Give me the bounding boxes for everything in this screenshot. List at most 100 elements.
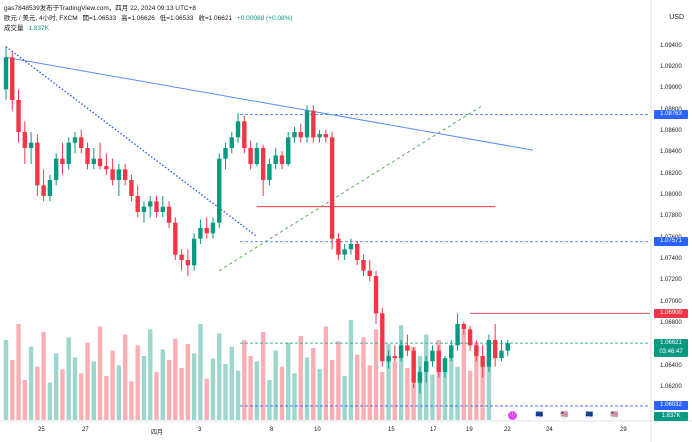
candle-body	[242, 121, 247, 148]
volume-bar	[191, 353, 197, 420]
price-tick-label: 1.06200	[660, 384, 682, 390]
price-tick-label: 1.08400	[660, 149, 682, 156]
candle-body	[392, 356, 398, 359]
volume-bar	[204, 378, 209, 420]
time-tick-label: 24	[546, 427, 553, 433]
volume-bar	[467, 370, 473, 420]
candle-body	[373, 276, 379, 314]
candle-body	[41, 185, 46, 196]
price-label-text: 1.837K	[661, 412, 681, 419]
time-tick-label: 3	[198, 427, 202, 433]
volume-bar	[53, 353, 59, 420]
candle-body	[254, 148, 260, 164]
candle-body	[179, 254, 184, 260]
change-value: +0.00088 (+0.08%)	[236, 15, 293, 22]
volume-bar	[461, 330, 467, 420]
candle-body	[97, 158, 103, 167]
economic-event-icon[interactable]: 🇪🇺	[585, 411, 594, 420]
volume-bar	[16, 324, 21, 420]
volume-bar	[160, 349, 165, 420]
price-tick-label: 1.06800	[660, 320, 682, 326]
symbol-label[interactable]: 欧元 / 美元, 4小时, FXCM	[4, 15, 78, 22]
candle-body	[361, 260, 366, 271]
price-label-text: 1.08763	[660, 111, 682, 118]
candle-body	[467, 329, 473, 346]
time-tick-label: 15	[388, 427, 395, 433]
header-volume-row: 成交量 1.837K	[4, 22, 52, 32]
candle-body	[116, 169, 122, 180]
candle-body	[474, 345, 479, 356]
volume-bar	[474, 342, 479, 420]
currency-label: USD	[669, 14, 684, 21]
candle-body	[298, 132, 303, 138]
volume-bar	[72, 357, 78, 420]
candle-body	[129, 180, 134, 196]
price-tick-label: 1.09400	[660, 42, 682, 49]
price-label-text: 1.06032	[660, 402, 682, 409]
candle-body	[135, 196, 140, 212]
economic-event-icon[interactable]: 🇺🇸	[610, 411, 619, 420]
volume-bar	[430, 374, 435, 420]
volume-bar	[141, 356, 147, 420]
trend-blue	[5, 56, 533, 151]
candle-body	[217, 158, 222, 223]
candle-body	[348, 244, 354, 250]
volume-bar	[148, 329, 153, 420]
candle-body	[204, 228, 209, 234]
candle-body	[47, 180, 53, 196]
price-label-text: 1.07571	[660, 238, 682, 245]
economic-event-icon[interactable]: 🇪🇺	[535, 411, 544, 420]
candle-body	[355, 244, 360, 260]
price-tick-label: 1.07000	[660, 298, 682, 305]
volume-bar	[129, 381, 134, 420]
candle-body	[342, 249, 347, 255]
volume-bar	[116, 365, 122, 420]
volume-bar	[110, 350, 115, 420]
volume-bar	[311, 348, 316, 420]
volume-bar	[342, 376, 347, 420]
candle-body	[173, 222, 178, 255]
volume-bar	[279, 366, 285, 420]
candle-body	[166, 206, 172, 223]
volume-label: 成交量	[4, 25, 24, 32]
candle-body	[380, 313, 385, 362]
volume-bar	[166, 360, 172, 420]
time-tick-label: 27	[82, 427, 89, 433]
candle-body	[398, 345, 404, 359]
volume-bar	[22, 380, 28, 420]
volume-bar	[223, 364, 228, 420]
candle-body	[122, 169, 128, 180]
candle-body	[436, 350, 441, 372]
volume-bar	[217, 333, 222, 420]
volume-bar	[248, 356, 253, 420]
time-tick-label: 29	[620, 427, 627, 433]
volume-bar	[85, 342, 90, 420]
volume-bar	[436, 340, 441, 420]
price-tick-label: 1.09000	[660, 85, 682, 92]
candle-body	[148, 201, 153, 207]
volume-bar	[179, 368, 184, 420]
candle-body	[160, 206, 165, 212]
time-tick-label: 17	[430, 427, 437, 433]
volume-bar	[235, 370, 241, 420]
candle-body	[492, 340, 498, 359]
volume-bar	[41, 332, 46, 420]
volume-bar	[260, 332, 266, 420]
candle-body	[91, 158, 96, 164]
volume-bar	[317, 369, 322, 420]
economic-event-icon[interactable]: ⓘ	[508, 411, 517, 420]
candle-body	[442, 358, 448, 372]
volume-bar	[361, 337, 366, 420]
volume-bar	[380, 372, 385, 420]
time-tick-label: 8	[270, 427, 274, 433]
candle-body	[267, 164, 272, 180]
candle-body	[317, 134, 322, 138]
volume-bar	[298, 336, 303, 420]
candle-body	[449, 345, 454, 359]
volume-bar	[198, 324, 203, 420]
candle-body	[480, 356, 485, 367]
time-tick-label: 25	[38, 427, 45, 433]
economic-event-icon[interactable]: 🇺🇸	[560, 411, 569, 420]
